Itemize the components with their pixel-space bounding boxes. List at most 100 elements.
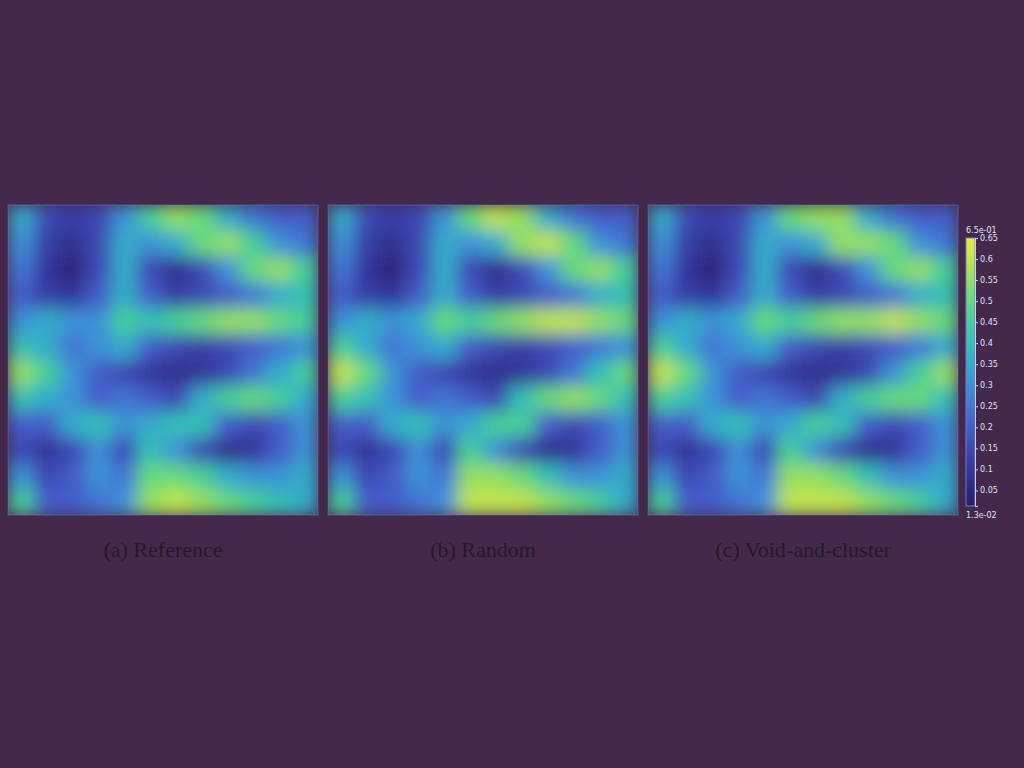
cell <box>906 438 932 464</box>
cell <box>855 360 881 386</box>
cell <box>648 438 674 464</box>
panel <box>328 205 639 516</box>
cell <box>137 386 163 412</box>
cell <box>292 360 318 386</box>
cell <box>855 283 881 309</box>
cell <box>215 231 241 257</box>
cell <box>586 205 612 231</box>
cell <box>726 386 752 412</box>
cell <box>906 412 932 438</box>
cell <box>881 205 907 231</box>
cell <box>8 231 34 257</box>
cell <box>586 308 612 334</box>
cell <box>855 205 881 231</box>
cell <box>509 283 535 309</box>
tick-mark <box>975 364 978 365</box>
cell <box>406 463 432 489</box>
cell <box>292 489 318 515</box>
cell <box>829 308 855 334</box>
cell <box>803 386 829 412</box>
cell <box>34 489 60 515</box>
cell <box>163 386 189 412</box>
colorbar-tick: 0.05 <box>975 486 998 495</box>
cell <box>215 463 241 489</box>
cell <box>34 257 60 283</box>
tick-mark <box>975 343 978 344</box>
cell <box>86 334 112 360</box>
cell <box>674 283 700 309</box>
cell <box>354 257 380 283</box>
cell <box>241 438 267 464</box>
tick-mark <box>975 427 978 428</box>
cell <box>8 283 34 309</box>
cell <box>483 257 509 283</box>
cell <box>215 360 241 386</box>
cell <box>777 334 803 360</box>
cell <box>483 205 509 231</box>
tick-label: 0.6 <box>980 255 993 264</box>
cell <box>111 412 137 438</box>
cell <box>483 412 509 438</box>
cell <box>8 360 34 386</box>
cell <box>586 386 612 412</box>
cell <box>751 334 777 360</box>
cell <box>777 463 803 489</box>
cell <box>932 334 958 360</box>
cell <box>803 205 829 231</box>
cell <box>354 438 380 464</box>
cell <box>60 308 86 334</box>
tick-mark <box>975 469 978 470</box>
cell <box>906 205 932 231</box>
cell <box>906 386 932 412</box>
cell <box>215 283 241 309</box>
cell <box>189 205 215 231</box>
cell <box>535 438 561 464</box>
colorbar: 0.650.60.550.50.450.40.350.30.250.20.150… <box>966 226 998 520</box>
panel-caption: (c) Void-and-cluster <box>715 537 891 562</box>
cell <box>189 412 215 438</box>
cell <box>406 489 432 515</box>
cell <box>700 308 726 334</box>
cell <box>648 205 674 231</box>
cell <box>354 334 380 360</box>
cell <box>86 386 112 412</box>
cell <box>561 360 587 386</box>
cell <box>483 231 509 257</box>
cell <box>215 438 241 464</box>
cell <box>561 308 587 334</box>
cell <box>292 257 318 283</box>
cell <box>163 334 189 360</box>
cell <box>751 308 777 334</box>
cell <box>406 386 432 412</box>
tick-mark <box>975 448 978 449</box>
cell <box>700 386 726 412</box>
cell <box>163 308 189 334</box>
colorbar-axis-line <box>976 239 979 507</box>
cell <box>483 308 509 334</box>
tick-label: 0.15 <box>980 444 998 453</box>
cell <box>932 489 958 515</box>
cell <box>457 308 483 334</box>
cell <box>406 308 432 334</box>
cell <box>215 205 241 231</box>
colorbar-ramp <box>966 238 975 506</box>
cell <box>266 412 292 438</box>
cell <box>561 412 587 438</box>
cell <box>586 360 612 386</box>
cell <box>700 463 726 489</box>
tick-label: 0.3 <box>980 381 993 390</box>
cell <box>111 360 137 386</box>
cell <box>292 205 318 231</box>
cell <box>8 412 34 438</box>
cell <box>881 489 907 515</box>
cell <box>674 308 700 334</box>
cell <box>561 386 587 412</box>
cell <box>266 308 292 334</box>
cell <box>189 334 215 360</box>
tick-mark <box>975 259 978 260</box>
cell <box>189 231 215 257</box>
cell <box>726 412 752 438</box>
cell <box>431 489 457 515</box>
cell <box>674 489 700 515</box>
cell <box>855 308 881 334</box>
